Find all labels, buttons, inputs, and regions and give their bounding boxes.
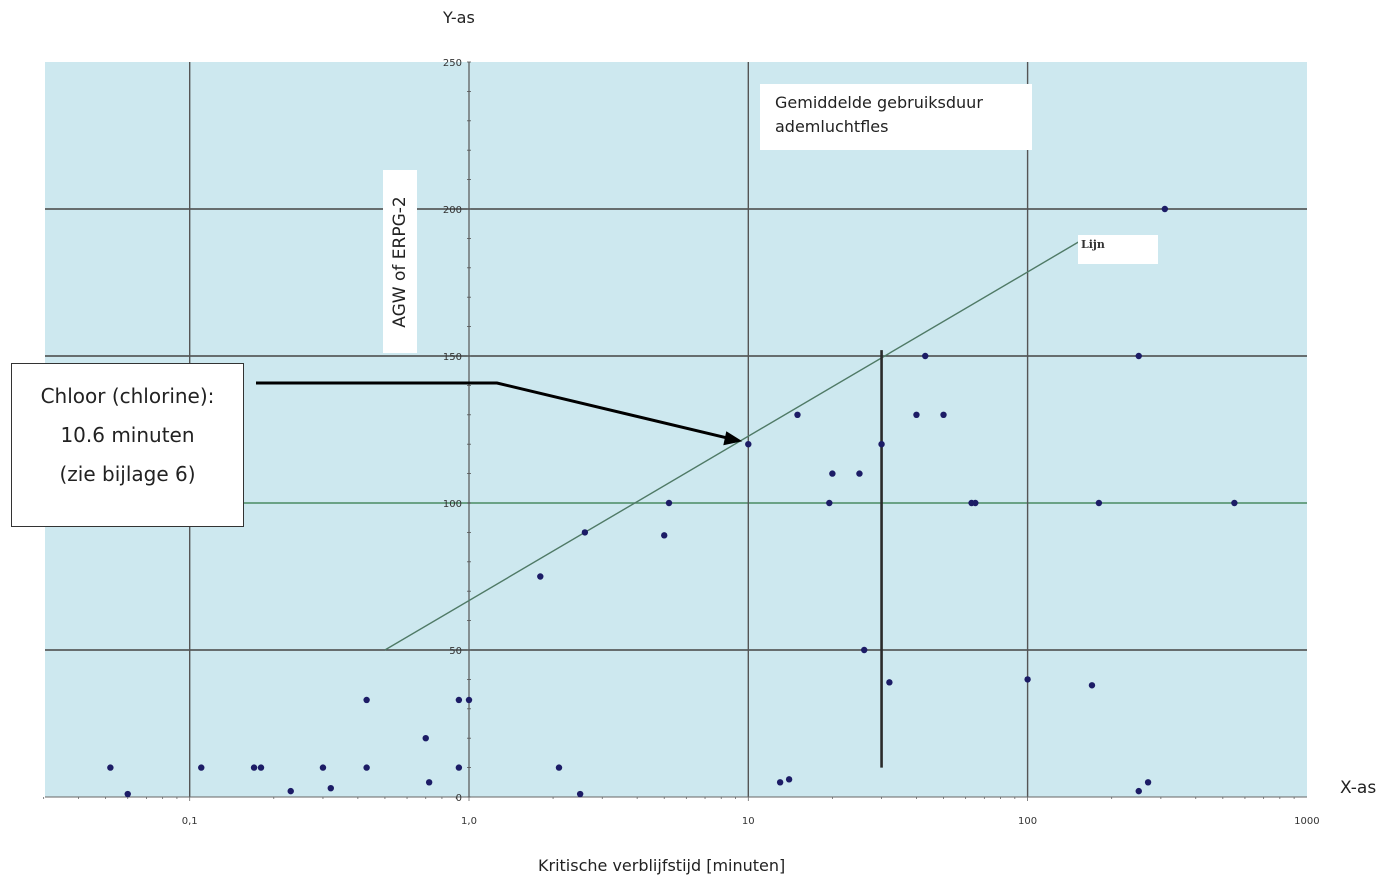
y-axis-top-title: Y-as — [443, 8, 475, 27]
x-axis-end-title: X-as — [1340, 778, 1377, 798]
data-point — [1024, 676, 1031, 683]
data-points — [107, 205, 1238, 798]
annotation-arrow — [256, 381, 743, 446]
data-point — [363, 696, 370, 704]
x-tick-label: 100 — [1018, 816, 1037, 827]
y-axis-label-box: AGW of ERPG-2 — [383, 170, 417, 353]
annotation-arrow-line — [256, 381, 733, 441]
data-point — [1144, 779, 1152, 786]
x-tick-label: 1,0 — [461, 816, 477, 827]
data-point — [257, 764, 265, 771]
data-point — [785, 776, 793, 783]
data-point — [665, 499, 673, 507]
annotation-line-1: Chloor (chlorine): — [40, 384, 215, 408]
data-point — [1135, 787, 1142, 795]
data-point — [940, 411, 947, 418]
reference-line-label-1: Gemiddelde gebruiksduur — [775, 93, 983, 112]
data-point — [107, 764, 114, 771]
data-point — [886, 679, 893, 686]
x-tick-label: 0,1 — [182, 816, 198, 827]
data-point — [327, 784, 334, 792]
data-point — [1135, 352, 1142, 360]
data-point — [826, 499, 833, 507]
data-point — [1095, 499, 1103, 507]
data-point — [878, 441, 885, 448]
data-point — [455, 696, 463, 704]
data-point — [661, 532, 668, 539]
annotation-arrow-head — [723, 431, 743, 446]
data-point — [319, 764, 327, 771]
trend-line — [384, 237, 1085, 651]
annotation-line-2: 10.6 minuten — [60, 423, 195, 447]
y-tick-label: 50 — [449, 646, 462, 657]
data-point — [1088, 682, 1096, 689]
data-point — [861, 646, 868, 654]
y-tick-label: 100 — [443, 499, 462, 510]
tick-labels: 0,1 1,0 10 100 1000 0 50 100 150 200 250 — [182, 58, 1320, 827]
data-point — [576, 790, 584, 798]
trend-line-label-box: Lijn — [1078, 235, 1158, 264]
data-point — [1231, 499, 1238, 507]
x-axis-title: Kritische verblijfstijd [minuten] — [538, 856, 786, 875]
data-point — [922, 352, 929, 360]
data-point — [745, 441, 752, 448]
grid-lines — [45, 62, 1307, 798]
data-point — [250, 764, 258, 771]
data-point — [776, 779, 784, 786]
data-point — [425, 779, 433, 786]
annotation-line-3: (zie bijlage 6) — [59, 462, 196, 486]
chart-lines — [384, 237, 1085, 768]
reference-line-label-2: ademluchtfles — [775, 117, 889, 136]
y-tick-label: 0 — [456, 793, 462, 804]
data-point — [913, 411, 920, 418]
reference-line-label-box: Gemiddelde gebruiksduur ademluchtfles — [760, 84, 1032, 150]
data-point — [1161, 205, 1169, 213]
data-point — [581, 529, 589, 536]
data-point — [856, 470, 863, 477]
data-point — [465, 696, 473, 704]
x-tick-label: 1000 — [1294, 816, 1319, 827]
plot-background — [45, 62, 1307, 797]
data-point — [555, 764, 563, 771]
x-tick-label: 10 — [742, 816, 755, 827]
data-point — [537, 573, 544, 580]
y-axis-label: AGW of ERPG-2 — [390, 195, 410, 328]
data-point — [198, 764, 205, 771]
data-point — [794, 411, 801, 418]
y-tick-label: 200 — [443, 205, 462, 216]
data-point — [972, 499, 979, 507]
data-point — [829, 470, 836, 477]
data-point — [287, 787, 294, 795]
y-tick-label: 150 — [443, 352, 462, 363]
data-point — [455, 764, 463, 771]
data-point — [363, 764, 370, 771]
minor-ticks — [43, 61, 1295, 801]
data-point — [124, 790, 131, 798]
chlorine-annotation-box: Chloor (chlorine): 10.6 minuten (zie bij… — [11, 363, 244, 527]
data-point — [422, 735, 429, 742]
trend-line-label: Lijn — [1081, 238, 1105, 251]
y-tick-label: 250 — [443, 58, 462, 69]
